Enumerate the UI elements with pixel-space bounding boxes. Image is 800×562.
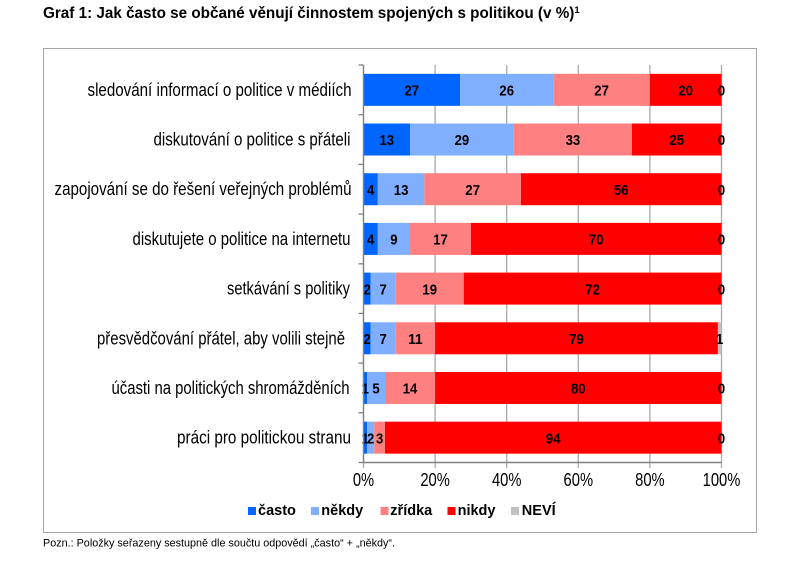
svg-text:5: 5 [372,381,379,398]
svg-text:2: 2 [363,331,370,348]
svg-text:1: 1 [362,381,369,398]
svg-text:17: 17 [433,232,448,249]
svg-text:7: 7 [380,281,387,298]
svg-text:9: 9 [390,232,397,249]
svg-text:14: 14 [403,381,418,398]
svg-text:někdy: někdy [321,503,363,519]
svg-text:7: 7 [380,331,387,348]
svg-text:diskutování o politice s přáte: diskutování o politice s přáteli [154,130,351,150]
svg-text:0: 0 [718,430,725,447]
svg-text:80%: 80% [635,470,665,490]
svg-text:4: 4 [367,182,375,199]
svg-text:často: často [258,503,296,519]
svg-text:0: 0 [718,381,725,398]
svg-text:94: 94 [546,430,561,447]
svg-text:přesvědčování přátel, aby voli: přesvědčování přátel, aby volili stejně [97,328,345,348]
svg-text:2: 2 [367,430,374,447]
svg-text:účasti na politických shromážd: účasti na politických shromážděních [112,378,350,398]
svg-text:40%: 40% [492,470,522,490]
svg-text:26: 26 [499,83,514,100]
svg-text:3: 3 [376,430,383,447]
svg-text:100%: 100% [703,470,741,490]
svg-text:nikdy: nikdy [458,503,496,519]
svg-text:setkávání s politiky: setkávání s politiky [227,279,350,299]
svg-text:1: 1 [716,331,723,348]
svg-text:0: 0 [718,281,725,298]
svg-text:25: 25 [670,132,685,149]
svg-text:33: 33 [566,132,581,149]
svg-text:27: 27 [465,182,480,199]
svg-text:72: 72 [585,281,600,298]
svg-text:27: 27 [405,83,420,100]
svg-text:0: 0 [718,132,725,149]
svg-text:70: 70 [589,232,604,249]
svg-text:zřídka: zřídka [390,503,433,519]
svg-text:NEVÍ: NEVÍ [522,502,557,519]
svg-text:60%: 60% [564,470,594,490]
svg-text:0: 0 [718,83,725,100]
svg-text:Pozn.: Položky seřazeny sestup: Pozn.: Položky seřazeny sestupně dle sou… [43,538,395,550]
svg-text:80: 80 [571,381,586,398]
svg-text:13: 13 [380,132,395,149]
svg-text:20: 20 [678,83,693,100]
svg-text:Graf 1: Jak často se občané vě: Graf 1: Jak často se občané věnují činno… [43,5,580,22]
svg-text:1: 1 [362,430,369,447]
svg-text:práci pro politickou stranu: práci pro politickou stranu [177,428,351,448]
svg-text:27: 27 [594,83,609,100]
svg-text:diskutujete o politice na inte: diskutujete o politice na internetu [133,229,351,249]
svg-text:56: 56 [614,182,629,199]
svg-text:2: 2 [363,281,370,298]
svg-text:29: 29 [455,132,470,149]
svg-text:20%: 20% [420,470,450,490]
svg-text:11: 11 [408,331,423,348]
svg-text:4: 4 [367,232,375,249]
svg-text:0: 0 [718,182,725,199]
svg-text:sledování informací o politice: sledování informací o politice v médiích [88,80,352,100]
svg-text:13: 13 [394,182,409,199]
svg-text:79: 79 [569,331,584,348]
svg-text:0%: 0% [353,470,374,490]
svg-text:zapojování se do řešení veřejn: zapojování se do řešení veřejných problé… [55,179,352,199]
svg-text:19: 19 [422,281,437,298]
svg-text:0: 0 [718,232,725,249]
